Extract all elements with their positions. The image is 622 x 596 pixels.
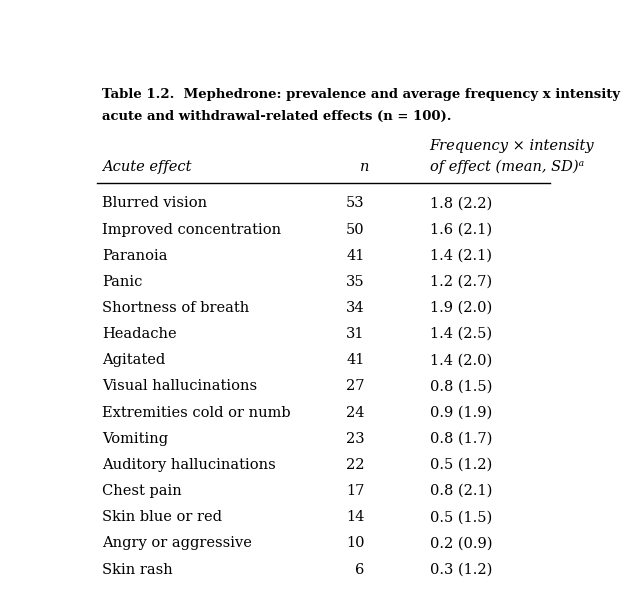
- Text: 1.4 (2.0): 1.4 (2.0): [430, 353, 492, 367]
- Text: 1.6 (2.1): 1.6 (2.1): [430, 222, 492, 237]
- Text: Blurred vision: Blurred vision: [102, 196, 207, 210]
- Text: 22: 22: [346, 458, 364, 472]
- Text: n: n: [360, 160, 369, 174]
- Text: 31: 31: [346, 327, 364, 341]
- Text: Headache: Headache: [102, 327, 177, 341]
- Text: 6: 6: [355, 563, 364, 576]
- Text: 1.9 (2.0): 1.9 (2.0): [430, 301, 492, 315]
- Text: Acute effect: Acute effect: [102, 160, 192, 174]
- Text: 0.8 (2.1): 0.8 (2.1): [430, 484, 492, 498]
- Text: 41: 41: [346, 353, 364, 367]
- Text: Paranoia: Paranoia: [102, 249, 167, 263]
- Text: Shortness of breath: Shortness of breath: [102, 301, 249, 315]
- Text: 0.8 (1.5): 0.8 (1.5): [430, 380, 492, 393]
- Text: Skin blue or red: Skin blue or red: [102, 510, 222, 524]
- Text: 0.5 (1.2): 0.5 (1.2): [430, 458, 492, 472]
- Text: 0.9 (1.9): 0.9 (1.9): [430, 406, 492, 420]
- Text: 53: 53: [346, 196, 364, 210]
- Text: Panic: Panic: [102, 275, 142, 289]
- Text: 23: 23: [346, 432, 364, 446]
- Text: 1.4 (2.5): 1.4 (2.5): [430, 327, 492, 341]
- Text: 1.4 (2.1): 1.4 (2.1): [430, 249, 491, 263]
- Text: 0.3 (1.2): 0.3 (1.2): [430, 563, 492, 576]
- Text: 0.8 (1.7): 0.8 (1.7): [430, 432, 492, 446]
- Text: 50: 50: [346, 222, 364, 237]
- Text: Visual hallucinations: Visual hallucinations: [102, 380, 257, 393]
- Text: 10: 10: [346, 536, 364, 550]
- Text: 17: 17: [346, 484, 364, 498]
- Text: 0.5 (1.5): 0.5 (1.5): [430, 510, 492, 524]
- Text: of effect (mean, SD)ᵃ: of effect (mean, SD)ᵃ: [430, 160, 584, 175]
- Text: 1.8 (2.2): 1.8 (2.2): [430, 196, 492, 210]
- Text: 41: 41: [346, 249, 364, 263]
- Text: 14: 14: [346, 510, 364, 524]
- Text: Extremities cold or numb: Extremities cold or numb: [102, 406, 290, 420]
- Text: 1.2 (2.7): 1.2 (2.7): [430, 275, 492, 289]
- Text: Auditory hallucinations: Auditory hallucinations: [102, 458, 276, 472]
- Text: Angry or aggressive: Angry or aggressive: [102, 536, 252, 550]
- Text: Table 1.2.  Mephedrone: prevalence and average frequency x intensity of: Table 1.2. Mephedrone: prevalence and av…: [102, 88, 622, 101]
- Text: Frequency × intensity: Frequency × intensity: [430, 139, 594, 153]
- Text: 24: 24: [346, 406, 364, 420]
- Text: Skin rash: Skin rash: [102, 563, 172, 576]
- Text: Improved concentration: Improved concentration: [102, 222, 281, 237]
- Text: Vomiting: Vomiting: [102, 432, 168, 446]
- Text: Agitated: Agitated: [102, 353, 165, 367]
- Text: 0.2 (0.9): 0.2 (0.9): [430, 536, 492, 550]
- Text: 27: 27: [346, 380, 364, 393]
- Text: acute and withdrawal-related effects (n = 100).: acute and withdrawal-related effects (n …: [102, 110, 452, 123]
- Text: 35: 35: [346, 275, 364, 289]
- Text: 34: 34: [346, 301, 364, 315]
- Text: Chest pain: Chest pain: [102, 484, 182, 498]
